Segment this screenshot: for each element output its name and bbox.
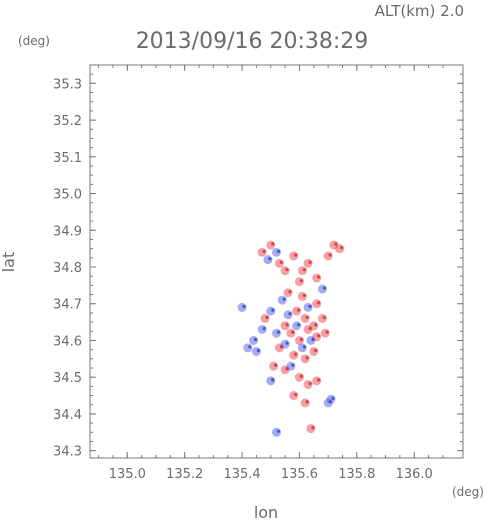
plot-frame — [89, 64, 464, 459]
y-unit-label: (deg) — [18, 34, 50, 48]
data-point-core — [311, 426, 315, 430]
data-point-core — [294, 392, 298, 397]
data-point-core — [285, 323, 289, 327]
x-tick-label: 136.0 — [396, 467, 433, 482]
y-tick-label: 34.4 — [53, 408, 82, 423]
data-point-core — [274, 363, 278, 367]
x-axis-ticks: 135.0 135.2 135.4 135.6 135.8 136.0 — [98, 65, 444, 482]
data-point-core — [308, 326, 312, 331]
data-point-core — [299, 374, 304, 378]
data-point-core — [302, 268, 306, 272]
chart-title: 2013/09/16 20:38:29 — [136, 29, 369, 54]
data-point-core — [317, 301, 321, 305]
data-point-core — [253, 337, 258, 342]
data-point-core — [317, 275, 321, 279]
data-point-core — [328, 253, 332, 257]
x-unit-label: (deg) — [452, 485, 484, 499]
data-point-core — [322, 315, 327, 320]
data-point-core — [279, 260, 283, 264]
y-axis-ticks: 34.3 34.4 34.5 34.6 34.7 34.8 34.9 35.0 35.1 35.2… — [53, 73, 463, 460]
data-point-core — [308, 304, 312, 309]
data-point-core — [302, 345, 306, 349]
data-point-core — [248, 345, 252, 349]
data-point-core — [331, 396, 335, 400]
data-point-core — [285, 268, 289, 272]
x-tick-label: 135.4 — [223, 467, 260, 482]
data-point-core — [291, 330, 295, 334]
data-point-core — [317, 378, 321, 382]
y-axis-label: lat — [0, 252, 18, 273]
data-point-core — [288, 290, 292, 294]
data-point-core — [265, 315, 269, 320]
data-point-core — [262, 249, 266, 253]
data-point-core — [276, 429, 281, 433]
y-tick-label: 34.7 — [53, 298, 82, 313]
x-axis-label: lon — [254, 503, 278, 521]
data-point-core — [276, 330, 281, 334]
data-point-core — [340, 246, 344, 250]
data-point-core — [288, 312, 292, 316]
data-point-core — [314, 323, 318, 327]
data-point-core — [299, 337, 304, 342]
data-point-core — [308, 381, 312, 386]
x-tick-label: 135.6 — [281, 467, 318, 482]
x-tick-label: 135.0 — [109, 467, 146, 482]
data-point-core — [271, 308, 275, 312]
y-tick-label: 34.6 — [53, 334, 82, 349]
y-tick-label: 35.0 — [53, 188, 82, 203]
y-tick-label: 34.3 — [53, 445, 82, 460]
data-point-core — [314, 348, 318, 353]
data-point-core — [262, 326, 266, 331]
y-tick-label: 34.5 — [53, 371, 82, 386]
data-point-core — [276, 249, 281, 253]
data-point-core — [271, 242, 275, 246]
altitude-label: ALT(km) 2.0 — [375, 2, 464, 20]
y-tick-label: 35.1 — [53, 151, 82, 166]
data-point-core — [256, 348, 261, 353]
data-point-core — [296, 308, 301, 312]
data-point-core — [294, 352, 298, 356]
data-point-core — [322, 286, 327, 290]
data-point-core — [285, 367, 289, 371]
data-point-core — [302, 293, 306, 297]
data-point-core — [268, 257, 272, 261]
data-point-core — [285, 341, 289, 345]
data-point-core — [271, 378, 275, 382]
data-point-core — [317, 334, 321, 338]
data-point-core — [325, 330, 329, 334]
y-tick-label: 34.8 — [53, 261, 82, 276]
data-point-core — [296, 323, 301, 327]
data-point-core — [308, 260, 312, 264]
x-tick-label: 135.8 — [338, 467, 375, 482]
data-point-core — [305, 400, 309, 404]
data-point-core — [294, 253, 298, 257]
data-point-core — [282, 297, 286, 301]
data-point-core — [305, 356, 309, 360]
x-tick-label: 135.2 — [166, 467, 203, 482]
data-point-core — [334, 242, 338, 246]
y-tick-label: 34.9 — [53, 224, 82, 239]
data-point-core — [328, 400, 332, 404]
data-point-core — [299, 279, 304, 283]
y-tick-label: 35.2 — [53, 114, 82, 129]
data-points — [237, 240, 345, 437]
data-point-core — [305, 315, 309, 320]
data-point-core — [279, 345, 283, 349]
y-tick-label: 35.3 — [53, 77, 82, 92]
data-point-core — [242, 304, 246, 309]
data-point-core — [291, 363, 295, 367]
data-point-core — [311, 337, 315, 342]
